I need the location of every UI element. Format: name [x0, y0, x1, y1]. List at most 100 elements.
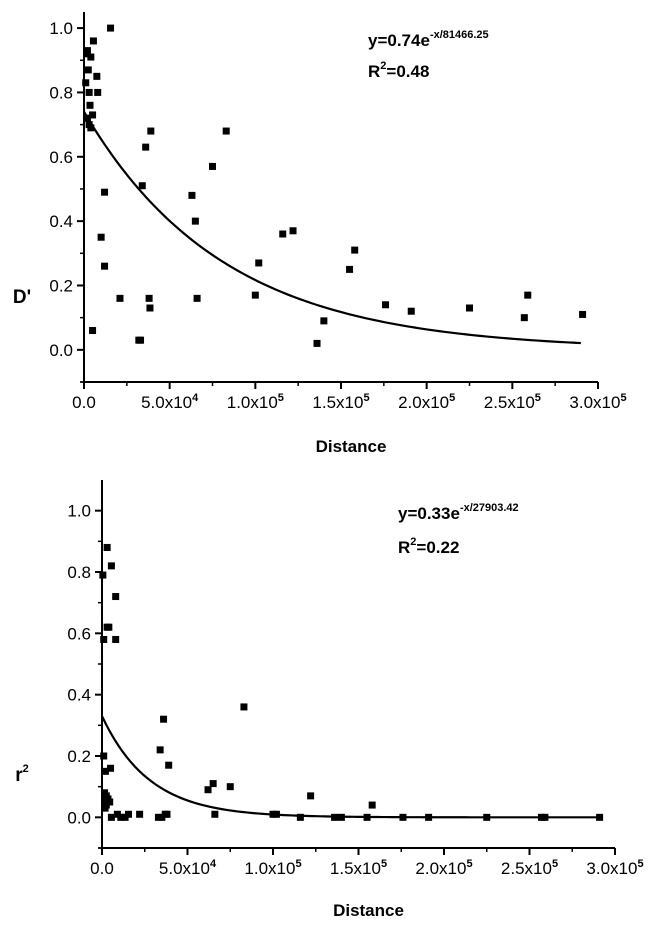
plot0-data-point: [579, 310, 587, 318]
plot1-data-point: [211, 810, 219, 818]
plot0-data-point: [83, 114, 91, 122]
plot0-x-tick-label: 2.5x105: [484, 392, 541, 412]
plot1-data-point: [105, 623, 113, 631]
plot1-data-point: [226, 783, 234, 791]
plot0-data-point: [346, 265, 354, 273]
plot1-y-tick-label: 0.0: [67, 808, 91, 827]
plot0-data-point: [97, 233, 105, 241]
plot1-data-point: [541, 813, 549, 821]
plot0-data-point: [407, 307, 415, 315]
plot1-data-point: [107, 813, 115, 821]
plot-d-prime-vs-distance: 0.0 5.0x104 1.0x105 1.5x105 2.0x105 2.5x105 3.…: [13, 12, 627, 456]
plot0-data-point: [222, 127, 230, 135]
plot1-data-point: [204, 786, 212, 794]
plot0-y-tick-label: 0.6: [49, 148, 73, 167]
plot1-data-point: [101, 767, 109, 775]
plot0-data-point: [142, 143, 150, 151]
plot1-data-point: [596, 813, 604, 821]
plot1-data-point: [117, 813, 125, 821]
plot0-x-tick-label: 0.0: [72, 393, 96, 412]
plot1-y-tick-label: 0.6: [67, 624, 91, 643]
plot0-y-tick-label: 0.4: [49, 212, 73, 231]
plot1-y-tick-label: 0.2: [67, 747, 91, 766]
plot0-fit-curve: [83, 111, 581, 345]
plot1-data-point: [399, 813, 407, 821]
plot1-data-point: [483, 813, 491, 821]
plot1-y-tick-label: 0.4: [67, 686, 91, 705]
plot0-data-point: [313, 339, 321, 347]
plot0-data-point: [89, 111, 97, 119]
plot0-data-point: [85, 88, 93, 96]
plot1-data-point: [272, 810, 280, 818]
plot1-data-point: [136, 810, 144, 818]
plot0-data-point: [101, 262, 109, 270]
plot0-data-point: [101, 188, 109, 196]
plot1-data-point: [125, 810, 133, 818]
plot1-data-point: [103, 543, 111, 551]
plot0-fit-equation: y=0.74e-x/81466.25: [368, 29, 489, 50]
plot0-x-tick-label: 1.0x105: [227, 392, 284, 412]
plot0-data-point: [84, 66, 92, 74]
plot1-data-point: [156, 746, 164, 754]
plot1-x-tick-label: 0.0: [90, 859, 114, 878]
plot0-data-point: [193, 294, 201, 302]
plot0-y-tick-label: 1.0: [49, 19, 73, 38]
plot1-data-point: [163, 810, 171, 818]
plot1-x-tick-label: 3.0x105: [586, 858, 643, 878]
plot0-x-axis-title: Distance: [316, 437, 387, 456]
plot-r-squared-vs-distance: 0.0 5.0x104 1.0x105 1.5x105 2.0x105 2.5x105 3.…: [15, 480, 644, 920]
plot0-data-point: [382, 301, 390, 309]
plot0-y-tick-label: 0.2: [49, 276, 73, 295]
plot0-data-point: [89, 37, 97, 45]
plot1-data-point: [106, 798, 114, 806]
plot0-data-point: [255, 259, 263, 267]
plot1-y-tick-label: 1.0: [67, 502, 91, 521]
plot0-data-point: [87, 53, 95, 61]
plot0-data-point: [137, 336, 145, 344]
plot1-data-point: [368, 801, 376, 809]
plot0-data-point: [524, 291, 532, 299]
plot0-data-point: [320, 317, 328, 325]
plot1-data-point: [296, 813, 304, 821]
plot1-data-point: [100, 635, 108, 643]
plot0-y-axis-title: D': [13, 287, 31, 308]
plot1-data-point: [107, 764, 115, 772]
plot0-data-point: [279, 230, 287, 238]
plot0-data-point: [86, 101, 94, 109]
plot1-x-tick-label: 1.5x105: [330, 858, 387, 878]
plot1-data-point: [165, 761, 173, 769]
plot1-fit-curve: [101, 715, 598, 819]
plot0-r-squared: R2=0.48: [368, 60, 429, 81]
plot0-data-point: [146, 304, 154, 312]
plot1-data-point: [307, 792, 315, 800]
plot0-data-point: [466, 304, 473, 312]
plot0-data-point: [351, 246, 359, 254]
plot0-data-point: [209, 162, 216, 170]
plot1-data-point: [99, 571, 107, 579]
plot1-fit-equation: y=0.33e-x/27903.42: [398, 502, 519, 523]
plot1-y-tick-label: 0.8: [67, 563, 91, 582]
plot0-data-point: [116, 294, 124, 302]
plot1-data-point: [107, 562, 115, 570]
plot0-x-tick-label: 2.0x105: [398, 392, 455, 412]
plot0-x-tick-label: 5.0x104: [141, 392, 199, 412]
plot0-x-tick-label: 3.0x105: [569, 392, 626, 412]
plot0-data-point: [89, 327, 97, 335]
plot0-data-point: [107, 24, 115, 32]
plot0-data-point: [93, 72, 101, 80]
plot1-x-axis-title: Distance: [333, 901, 404, 920]
plot0-data-point: [191, 217, 199, 225]
plot1-x-tick-label: 2.5x105: [501, 858, 558, 878]
plot1-data-point: [100, 752, 108, 760]
plot1-data-point: [425, 813, 433, 821]
plot1-data-point: [240, 703, 248, 711]
plot1-r-squared: R2=0.22: [398, 536, 459, 557]
plot0-data-point: [520, 314, 528, 322]
plot0-y-tick-label: 0.0: [49, 341, 73, 360]
plot1-data-point: [209, 780, 217, 788]
plot1-y-axis-title: r2: [15, 763, 29, 786]
plot1-data-point: [160, 715, 168, 723]
plot0-data-point: [147, 127, 155, 135]
plot0-data-point: [145, 294, 153, 302]
